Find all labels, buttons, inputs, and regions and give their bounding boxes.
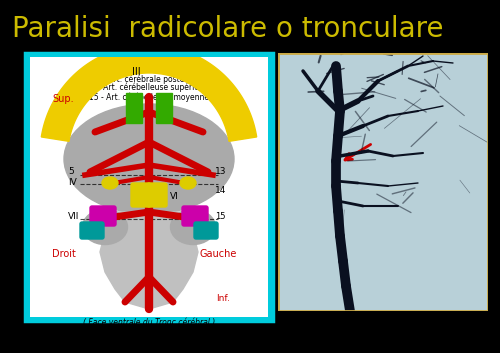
Ellipse shape — [129, 52, 147, 66]
Text: 5: 5 — [68, 167, 74, 176]
FancyBboxPatch shape — [131, 183, 151, 207]
Text: Droit: Droit — [52, 249, 76, 259]
Ellipse shape — [170, 209, 216, 245]
Text: 14: 14 — [215, 186, 226, 195]
Text: VII: VII — [68, 212, 80, 221]
Ellipse shape — [151, 52, 169, 66]
FancyBboxPatch shape — [156, 93, 172, 123]
Text: VI: VI — [170, 192, 179, 201]
Text: Origine apparente des nerfs moteurs  de l’oeil.: Origine apparente des nerfs moteurs de l… — [60, 328, 238, 337]
Text: 13 - Art. cérébrale postérieure: 13 - Art. cérébrale postérieure — [91, 74, 207, 84]
Polygon shape — [42, 45, 256, 141]
FancyBboxPatch shape — [182, 206, 208, 226]
Text: 13: 13 — [215, 167, 226, 176]
Text: III: III — [132, 67, 140, 77]
Text: IV: IV — [68, 178, 77, 187]
FancyBboxPatch shape — [80, 222, 104, 239]
Text: 15 - Art. cérébelleuse moyenne: 15 - Art. cérébelleuse moyenne — [89, 92, 209, 102]
Text: 5 - Art. basilaire: 5 - Art. basilaire — [118, 65, 180, 74]
Text: 15: 15 — [215, 212, 226, 221]
Ellipse shape — [102, 177, 118, 189]
Ellipse shape — [82, 209, 128, 245]
FancyBboxPatch shape — [126, 93, 142, 123]
Text: Sup.: Sup. — [52, 94, 74, 104]
Text: Gauche: Gauche — [200, 249, 237, 259]
Text: ( Face ventrale du Tronc cérébral ): ( Face ventrale du Tronc cérébral ) — [83, 318, 215, 327]
FancyBboxPatch shape — [278, 53, 488, 311]
Ellipse shape — [180, 177, 196, 189]
Ellipse shape — [64, 104, 234, 214]
FancyBboxPatch shape — [90, 206, 116, 226]
Text: 14 - Art. cérébelleuse supérieure: 14 - Art. cérébelleuse supérieure — [86, 83, 212, 92]
FancyBboxPatch shape — [147, 183, 167, 207]
Text: Paralisi  radicolare o tronculare: Paralisi radicolare o tronculare — [12, 15, 444, 43]
Polygon shape — [100, 212, 198, 309]
FancyBboxPatch shape — [194, 222, 218, 239]
FancyBboxPatch shape — [25, 53, 273, 321]
Text: Inf.: Inf. — [216, 294, 230, 303]
FancyBboxPatch shape — [30, 57, 268, 317]
